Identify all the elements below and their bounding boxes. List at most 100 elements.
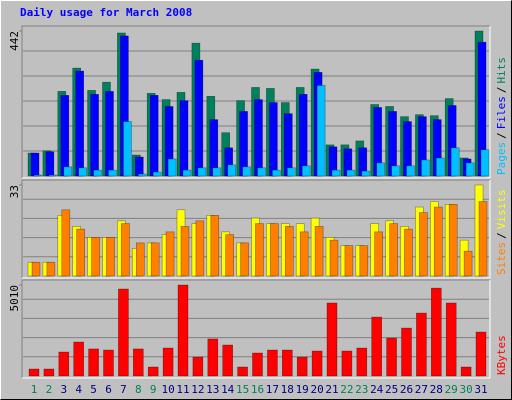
bar bbox=[298, 94, 308, 177]
bar bbox=[227, 164, 236, 177]
bar bbox=[314, 226, 324, 277]
panel-border-dark bbox=[21, 279, 490, 378]
bar bbox=[150, 242, 160, 277]
bar bbox=[165, 231, 175, 277]
legend-label: Pages bbox=[495, 142, 508, 175]
x-tick-label: 18 bbox=[281, 383, 294, 396]
bar bbox=[359, 245, 369, 277]
bar bbox=[465, 162, 475, 177]
bar bbox=[118, 288, 129, 377]
legend-label: Visits bbox=[495, 190, 508, 230]
bar bbox=[31, 261, 41, 277]
bar bbox=[222, 344, 233, 377]
bar bbox=[91, 237, 100, 277]
bar bbox=[162, 347, 174, 377]
y-tick-label: 5010 bbox=[8, 285, 21, 312]
bar bbox=[346, 169, 356, 177]
bar bbox=[106, 237, 115, 277]
bar bbox=[389, 223, 398, 277]
bar bbox=[30, 152, 40, 177]
x-tick-label: 8 bbox=[135, 383, 142, 396]
bar bbox=[73, 341, 84, 377]
bar bbox=[281, 349, 293, 377]
x-tick-label: 10 bbox=[161, 383, 174, 396]
bar bbox=[255, 223, 264, 277]
bar bbox=[103, 349, 114, 377]
bar bbox=[121, 223, 130, 277]
x-tick-label: 16 bbox=[251, 383, 264, 396]
bar bbox=[135, 156, 144, 177]
bar bbox=[267, 349, 278, 377]
bar bbox=[138, 173, 147, 177]
bar bbox=[136, 242, 145, 277]
bar bbox=[167, 158, 177, 177]
x-tick-label: 14 bbox=[221, 383, 235, 396]
panel-border-dark bbox=[21, 179, 490, 278]
bar bbox=[478, 201, 488, 277]
bar bbox=[301, 165, 311, 177]
bar bbox=[463, 250, 473, 277]
bar bbox=[401, 327, 412, 377]
x-tick-label: 22 bbox=[340, 383, 353, 396]
legend-label: Sites bbox=[495, 242, 508, 275]
bar bbox=[480, 149, 490, 177]
bar bbox=[45, 151, 55, 177]
bar bbox=[192, 356, 204, 377]
panel-border-light bbox=[22, 180, 491, 279]
bar bbox=[416, 312, 427, 377]
x-tick-label: 29 bbox=[445, 383, 458, 396]
bar bbox=[48, 174, 58, 177]
bar bbox=[445, 302, 457, 377]
bar bbox=[58, 351, 70, 377]
legend-separator: / bbox=[495, 232, 508, 239]
bar bbox=[237, 366, 248, 377]
bar bbox=[356, 347, 368, 377]
bar bbox=[147, 366, 159, 377]
bar bbox=[240, 242, 249, 277]
bar bbox=[210, 215, 220, 277]
legend-label: Hits bbox=[495, 57, 508, 84]
bar bbox=[404, 228, 413, 277]
bar bbox=[93, 169, 102, 177]
bar bbox=[180, 226, 190, 277]
bar bbox=[46, 261, 56, 277]
bar bbox=[149, 94, 159, 177]
bar bbox=[194, 59, 204, 177]
bar bbox=[182, 169, 192, 177]
bar bbox=[28, 368, 40, 377]
panel-border-light bbox=[22, 26, 491, 179]
bar bbox=[257, 167, 266, 177]
bar bbox=[269, 102, 278, 177]
bar bbox=[133, 348, 144, 377]
bar bbox=[341, 350, 353, 377]
legend-label: KBytes bbox=[495, 335, 508, 375]
legend-separator: / bbox=[495, 87, 508, 94]
bar bbox=[179, 100, 189, 177]
x-tick-label: 26 bbox=[400, 383, 413, 396]
bar bbox=[108, 169, 117, 177]
x-tick-label: 7 bbox=[120, 383, 127, 396]
bar bbox=[430, 287, 442, 377]
bar bbox=[361, 170, 371, 177]
x-tick-label: 9 bbox=[150, 383, 157, 396]
bar bbox=[433, 206, 443, 277]
x-tick-label: 17 bbox=[266, 383, 279, 396]
bar bbox=[374, 231, 384, 277]
bar bbox=[43, 368, 55, 377]
bar bbox=[406, 165, 415, 177]
x-tick-label: 13 bbox=[206, 383, 219, 396]
panel-border-dark bbox=[21, 25, 490, 178]
bar bbox=[88, 348, 99, 377]
bar bbox=[376, 162, 386, 177]
bar bbox=[63, 166, 73, 177]
bar bbox=[391, 165, 400, 177]
bar bbox=[460, 366, 472, 377]
bar bbox=[212, 167, 222, 177]
bar bbox=[419, 212, 428, 277]
bar bbox=[252, 352, 263, 377]
bar bbox=[75, 70, 84, 177]
bar bbox=[225, 234, 234, 277]
